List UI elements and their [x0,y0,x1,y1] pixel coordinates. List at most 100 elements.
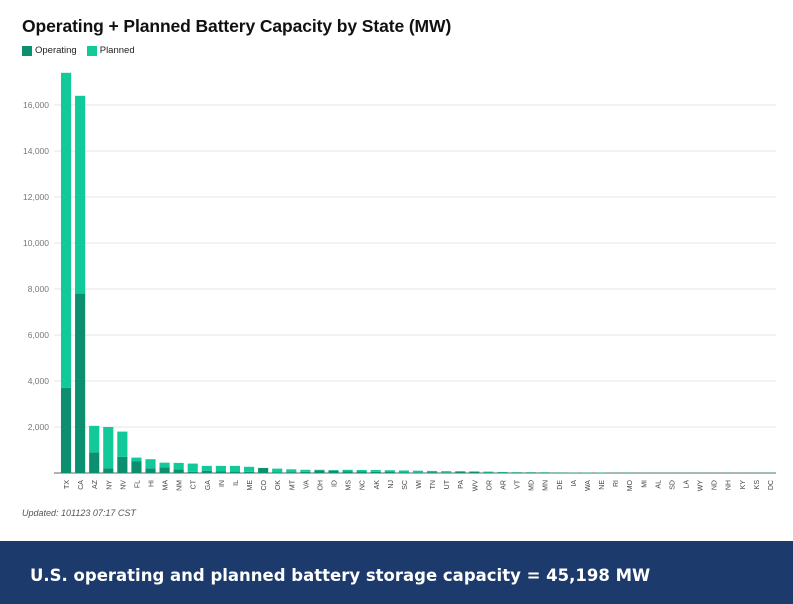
bar-operating-wv [469,471,480,473]
bar-planned-fl [131,457,142,462]
x-tick-label: NY [106,480,113,490]
x-tick-label: MA [163,480,170,491]
bar-planned-in [215,465,226,472]
legend-item-operating[interactable]: Operating [22,45,77,56]
legend-swatch-operating [22,45,32,56]
x-tick-label: ND [712,480,719,490]
x-tick-label: LA [683,480,690,489]
bar-operating-ak [370,471,381,473]
y-tick-label: 10,000 [23,238,49,248]
bar-planned-il [229,465,241,472]
bar-planned-ct [187,463,198,472]
x-tick-label: MI [641,480,648,488]
x-tick-label: TN [430,480,437,489]
bar-planned-va [300,469,311,472]
updated-timestamp: Updated: 101123 07:17 CST [22,508,136,518]
x-tick-label: RI [613,480,620,487]
bar-operating-il [229,471,241,473]
x-tick-label: AR [500,480,507,490]
legend-item-planned[interactable]: Planned [86,45,135,56]
x-tick-label: MS [346,480,353,491]
bar-operating-nv [117,456,128,473]
bar-operating-hi [145,468,156,473]
x-tick-label: AL [655,480,662,489]
bar-planned-nc [356,470,367,472]
x-tick-label: ME [247,480,254,491]
x-tick-label: NE [599,480,606,490]
bar-planned-ms [342,469,353,472]
x-tick-label: HI [149,480,156,487]
bar-operating-pa [455,471,466,473]
bar-planned-ma [159,462,170,468]
bar-operating-ct [187,471,198,473]
bar-planned-hi [145,459,156,469]
x-tick-label: VA [303,480,310,489]
x-tick-label: GA [205,480,212,490]
bar-planned-ar [497,471,508,473]
x-tick-label: PA [458,480,465,489]
y-tick-label: 6,000 [28,330,50,340]
bar-operating-oh [314,470,325,473]
y-tick-label: 8,000 [28,284,50,294]
bar-planned-id [328,470,339,471]
bar-operating-nc [356,471,367,473]
x-tick-label: KY [740,480,747,490]
x-tick-label: OH [317,480,324,491]
x-tick-label: VT [515,479,522,489]
x-tick-label: IA [571,480,578,487]
x-tick-label: SC [402,480,409,490]
x-tick-label: OK [275,480,282,490]
y-tick-label: 2,000 [28,422,50,432]
x-tick-label: UT [444,479,451,489]
x-tick-label: MN [543,480,550,491]
bar-operating-nm [173,469,184,473]
x-tick-label: DE [557,480,564,490]
bar-operating-va [300,471,311,473]
legend-swatch-planned [86,45,97,56]
bar-planned-ca [75,95,86,294]
x-tick-label: KS [754,480,761,490]
x-tick-label: CO [261,479,268,490]
chart-legend: Operating Planned [22,45,135,56]
x-tick-label: IL [233,480,240,486]
bar-planned-ga [201,465,212,471]
x-tick-label: IN [219,480,226,487]
x-tick-label: FL [134,480,141,488]
x-tick-label: DC [768,480,775,490]
bar-planned-sc [398,470,409,473]
bar-operating-co [258,467,269,473]
bar-operating-ut [441,472,452,473]
x-tick-label: MO [627,479,634,491]
bar-planned-ok [272,468,283,473]
bar-planned-tx [60,72,72,388]
x-tick-label: MD [529,480,536,491]
summary-banner: U.S. operating and planned battery stora… [0,541,793,604]
x-tick-label: CT [191,479,198,489]
bar-operating-ca [75,293,86,473]
legend-label-operating: Operating [35,45,77,56]
x-tick-label: AZ [92,479,99,489]
y-tick-label: 4,000 [28,376,50,386]
bar-planned-wi [412,470,424,473]
bar-planned-nm [173,462,184,470]
x-tick-label: TX [64,480,71,489]
bar-operating-mt [286,472,297,473]
bar-planned-or [483,471,494,473]
bar-planned-ny [103,427,114,469]
bar-operating-ga [201,470,212,473]
x-tick-label: WI [416,480,423,489]
bar-operating-tx [60,387,72,473]
bar-operating-me [243,471,255,473]
x-tick-label: OR [486,480,493,491]
x-tick-label: NH [726,480,733,490]
bar-planned-tn [427,470,438,473]
chart-title: Operating + Planned Battery Capacity by … [22,16,452,36]
x-tick-label: NJ [388,480,395,489]
x-tick-label: ID [332,480,339,487]
bar-planned-me [243,466,255,472]
summary-text: U.S. operating and planned battery stora… [30,566,651,585]
bar-operating-ny [103,468,114,473]
y-tick-label: 16,000 [23,100,49,110]
bar-planned-nj [384,470,395,472]
x-tick-label: SD [669,480,676,490]
